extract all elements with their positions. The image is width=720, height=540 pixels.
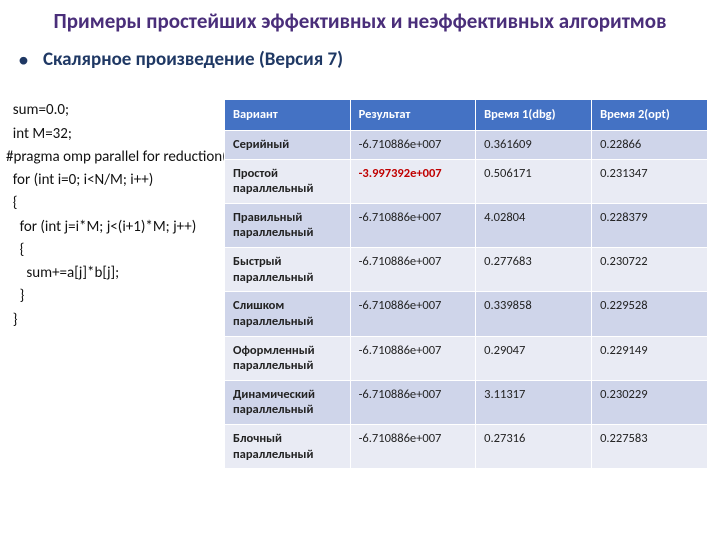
cell-time-dbg: 4.02804 — [476, 203, 592, 247]
cell-time-opt: 0.229149 — [592, 336, 708, 380]
cell-result: -6.710886e+007 — [350, 380, 476, 424]
content-area: sum=0.0; int M=32; #pragma omp parallel … — [0, 75, 720, 469]
table-header-cell: Вариант — [225, 100, 351, 131]
cell-result: -3.997392e+007 — [350, 159, 476, 203]
table-row: Оформленный параллельный-6.710886e+0070.… — [225, 336, 708, 380]
cell-time-dbg: 0.29047 — [476, 336, 592, 380]
cell-time-opt: 0.229528 — [592, 292, 708, 336]
table-header-cell: Время 1(dbg) — [476, 100, 592, 131]
table-row: Быстрый параллельный-6.710886e+0070.2776… — [225, 248, 708, 292]
table-header-cell: Результат — [350, 100, 476, 131]
cell-variant: Серийный — [225, 130, 351, 159]
cell-result: -6.710886e+007 — [350, 292, 476, 336]
cell-result: -6.710886e+007 — [350, 248, 476, 292]
table-row: Блочный параллельный-6.710886e+0070.2731… — [225, 425, 708, 469]
cell-time-dbg: 0.277683 — [476, 248, 592, 292]
table-header-cell: Время 2(opt) — [592, 100, 708, 131]
cell-time-opt: 0.228379 — [592, 203, 708, 247]
cell-result: -6.710886e+007 — [350, 203, 476, 247]
bullet-icon: • — [18, 49, 29, 71]
cell-time-opt: 0.231347 — [592, 159, 708, 203]
subtitle-row: • Скалярное произведение (Версия 7) — [0, 38, 720, 75]
cell-time-dbg: 0.361609 — [476, 130, 592, 159]
table-row: Слишком параллельный-6.710886e+0070.3398… — [225, 292, 708, 336]
cell-time-dbg: 0.27316 — [476, 425, 592, 469]
cell-time-opt: 0.22866 — [592, 130, 708, 159]
cell-variant: Оформленный параллельный — [225, 336, 351, 380]
table-body: Серийный-6.710886e+0070.3616090.22866Про… — [225, 130, 708, 468]
table-row: Серийный-6.710886e+0070.3616090.22866 — [225, 130, 708, 159]
cell-result: -6.710886e+007 — [350, 425, 476, 469]
table-row: Динамический параллельный-6.710886e+0073… — [225, 380, 708, 424]
cell-time-opt: 0.230229 — [592, 380, 708, 424]
cell-result: -6.710886e+007 — [350, 336, 476, 380]
cell-time-opt: 0.230722 — [592, 248, 708, 292]
cell-variant: Простой параллельный — [225, 159, 351, 203]
table-row: Правильный параллельный-6.710886e+0074.0… — [225, 203, 708, 247]
cell-time-dbg: 0.339858 — [476, 292, 592, 336]
cell-variant: Динамический параллельный — [225, 380, 351, 424]
page-title: Примеры простейших эффективных и неэффек… — [0, 0, 720, 38]
cell-variant: Правильный параллельный — [225, 203, 351, 247]
table-row: Простой параллельный-3.997392e+0070.5061… — [225, 159, 708, 203]
table-wrap: ВариантРезультатВремя 1(dbg)Время 2(opt)… — [224, 99, 720, 469]
code-block: sum=0.0; int M=32; #pragma omp parallel … — [6, 99, 224, 469]
subtitle-text: Скалярное произведение (Версия 7) — [43, 48, 343, 71]
cell-variant: Блочный параллельный — [225, 425, 351, 469]
table-header-row: ВариантРезультатВремя 1(dbg)Время 2(opt) — [225, 100, 708, 131]
cell-variant: Слишком параллельный — [225, 292, 351, 336]
cell-time-dbg: 0.506171 — [476, 159, 592, 203]
cell-time-opt: 0.227583 — [592, 425, 708, 469]
cell-time-dbg: 3.11317 — [476, 380, 592, 424]
cell-variant: Быстрый параллельный — [225, 248, 351, 292]
results-table: ВариантРезультатВремя 1(dbg)Время 2(opt)… — [224, 99, 708, 469]
cell-result: -6.710886e+007 — [350, 130, 476, 159]
